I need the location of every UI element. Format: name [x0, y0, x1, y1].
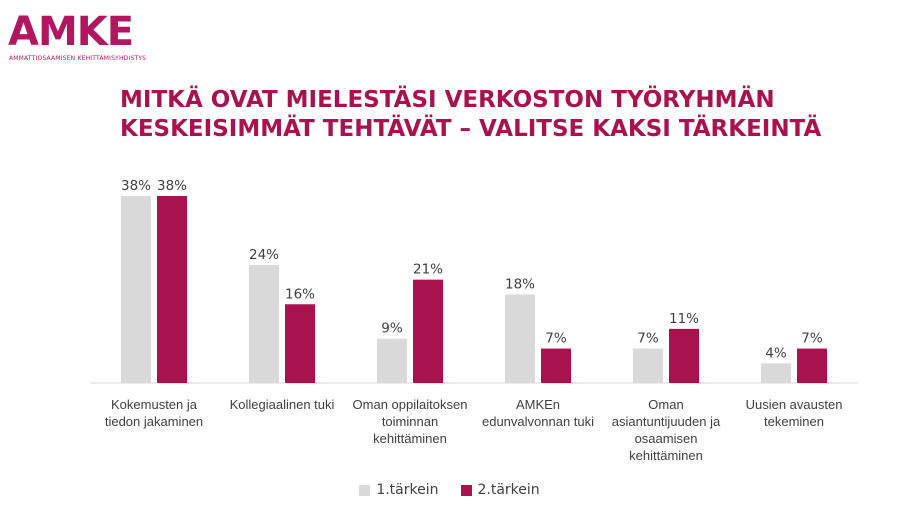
bar-series-2-cat-1: [157, 196, 187, 383]
bar-series-1-cat-3: [377, 338, 407, 383]
data-label-series-1-cat-3: 9%: [381, 321, 403, 337]
category-label-line: tekeminen: [764, 414, 824, 429]
legend-item-series-1: 1.tärkein: [359, 482, 439, 498]
legend-label: 2.tärkein: [477, 482, 540, 498]
data-label-series-1-cat-2: 24%: [249, 247, 279, 263]
category-label-line: toiminnan: [382, 414, 438, 429]
category-label-line: kehittäminen: [629, 448, 703, 463]
bar-series-2-cat-3: [413, 279, 443, 383]
category-label-6: Uusien avausten tekeminen: [746, 397, 843, 429]
category-label-3: Oman oppilaitoksen toiminnan kehittäminen: [353, 397, 468, 446]
category-label-2: Kollegiaalinen tuki: [230, 397, 335, 412]
category-label-line: tiedon jakaminen: [105, 414, 203, 429]
category-label-line: Uusien avausten: [746, 397, 843, 412]
data-label-series-1-cat-1: 38%: [121, 178, 151, 194]
category-label-line: edunvalvonnan tuki: [482, 414, 594, 429]
chart-title: MITKÄ OVAT MIELESTÄSI VERKOSTON TYÖRYHMÄ…: [120, 86, 860, 144]
category-label-line: asiantuntijuuden ja: [612, 414, 721, 429]
bar-series-2-cat-2: [285, 304, 315, 383]
legend-swatch: [460, 484, 472, 496]
data-label-series-2-cat-5: 11%: [669, 311, 699, 327]
data-label-series-2-cat-3: 21%: [413, 262, 443, 278]
chart-title-line-2: KESKEISIMMÄT TEHTÄVÄT – VALITSE KAKSI TÄ…: [120, 116, 822, 142]
category-label-line: kehittäminen: [373, 431, 447, 446]
legend-item-series-2: 2.tärkein: [460, 482, 540, 498]
bar-series-1-cat-2: [249, 264, 279, 383]
bar-series-1-cat-1: [121, 196, 151, 383]
legend-swatch: [359, 484, 371, 496]
logo-wordmark: AMKE: [8, 9, 134, 55]
data-label-series-1-cat-4: 18%: [505, 276, 535, 292]
amke-logo: AMKE AMMATTIOSAAMISEN KEHITTÄMISYHDISTYS: [8, 10, 178, 66]
category-label-line: Oman: [648, 397, 683, 412]
category-label-line: osaamisen: [635, 431, 698, 446]
bar-series-2-cat-6: [797, 348, 827, 383]
data-label-series-2-cat-4: 7%: [545, 331, 567, 347]
bar-series-1-cat-6: [761, 363, 791, 383]
category-label-5: Oman asiantuntijuuden ja osaamisen kehittäm…: [612, 397, 721, 463]
bar-series-2-cat-5: [669, 328, 699, 383]
chart-legend: 1.tärkein 2.tärkein: [0, 482, 899, 498]
category-label-line: Oman oppilaitoksen: [353, 397, 468, 412]
bar-series-1-cat-4: [505, 294, 535, 383]
logo-subtitle: AMMATTIOSAAMISEN KEHITTÄMISYHDISTYS: [9, 55, 147, 62]
category-label-line: Kollegiaalinen tuki: [230, 397, 335, 412]
bar-series-1-cat-5: [633, 348, 663, 383]
data-label-series-2-cat-1: 38%: [157, 178, 187, 194]
category-label-line: Kokemusten ja: [111, 397, 198, 412]
data-label-series-1-cat-5: 7%: [637, 331, 659, 347]
category-label-line: AMKEn: [516, 397, 560, 412]
category-label-1: Kokemusten ja tiedon jakaminen: [105, 397, 203, 429]
legend-label: 1.tärkein: [376, 482, 439, 498]
data-label-series-1-cat-6: 4%: [765, 345, 787, 361]
bar-series-2-cat-4: [541, 348, 571, 383]
data-label-series-2-cat-6: 7%: [801, 331, 823, 347]
category-label-4: AMKEn edunvalvonnan tuki: [482, 397, 594, 429]
data-label-series-2-cat-2: 16%: [285, 286, 315, 302]
chart-title-line-1: MITKÄ OVAT MIELESTÄSI VERKOSTON TYÖRYHMÄ…: [120, 87, 775, 113]
